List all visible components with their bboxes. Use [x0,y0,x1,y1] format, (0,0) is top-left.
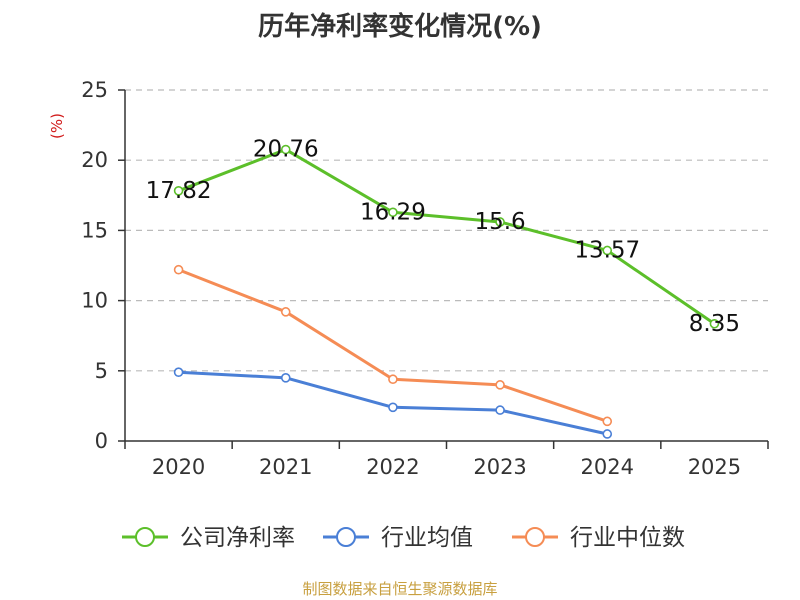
data-point [280,373,291,383]
data-point [495,380,505,390]
x-tick-label: 2021 [259,455,312,479]
x-tick-label: 2024 [581,455,634,479]
y-tick-label: 25 [81,78,108,102]
legend: 公司净利率 行业均值 行业中位数 [122,525,685,551]
data-label: 8.35 [689,311,740,337]
legend-label: 公司净利率 [180,525,295,551]
legend-marker [525,527,545,547]
data-point [495,217,505,227]
data-point [280,307,291,317]
data-point [602,245,613,256]
x-axis-ticks: 2020 2021 2022 2023 2024 2025 [124,441,769,479]
data-point [173,264,184,275]
source-note: 制图数据来自恒生聚源数据库 [302,580,498,598]
series-line [178,268,608,423]
data-point [173,367,184,378]
y-axis-unit-label: (%) [48,113,66,139]
data-point [602,416,613,427]
legend-marker [336,527,356,547]
data-point [388,207,398,218]
data-label: 20.76 [253,137,319,163]
legend-label: 行业均值 [381,525,473,551]
data-point [602,429,613,439]
x-tick-label: 2020 [152,455,205,479]
data-point [388,374,398,385]
series-lines [173,144,720,439]
chart-title: 历年净利率变化情况(%) [258,12,542,42]
data-point [280,144,291,155]
grid-lines [125,89,768,372]
y-tick-label: 20 [81,148,108,172]
x-tick-label: 2023 [473,455,526,479]
data-labels: 17.82 20.76 16.29 15.6 13.57 8.35 [146,137,740,337]
data-label: 16.29 [360,199,426,225]
legend-marker [135,527,155,547]
data-point [495,405,505,415]
y-tick-label: 15 [81,218,108,242]
data-label: 17.82 [146,178,212,204]
data-point [173,186,184,196]
y-tick-label: 5 [95,359,108,383]
data-label: 15.6 [474,209,525,235]
data-point [388,402,398,413]
x-tick-label: 2022 [366,455,419,479]
x-tick-label: 2025 [688,455,741,479]
y-tick-label: 0 [95,429,108,453]
legend-label: 行业中位数 [570,525,685,551]
y-axis-ticks: 0 5 10 15 20 25 [81,78,125,453]
series-line [178,148,716,326]
data-label: 13.57 [574,237,640,263]
y-tick-label: 10 [81,289,108,313]
axes [124,90,768,442]
data-point [709,318,720,329]
